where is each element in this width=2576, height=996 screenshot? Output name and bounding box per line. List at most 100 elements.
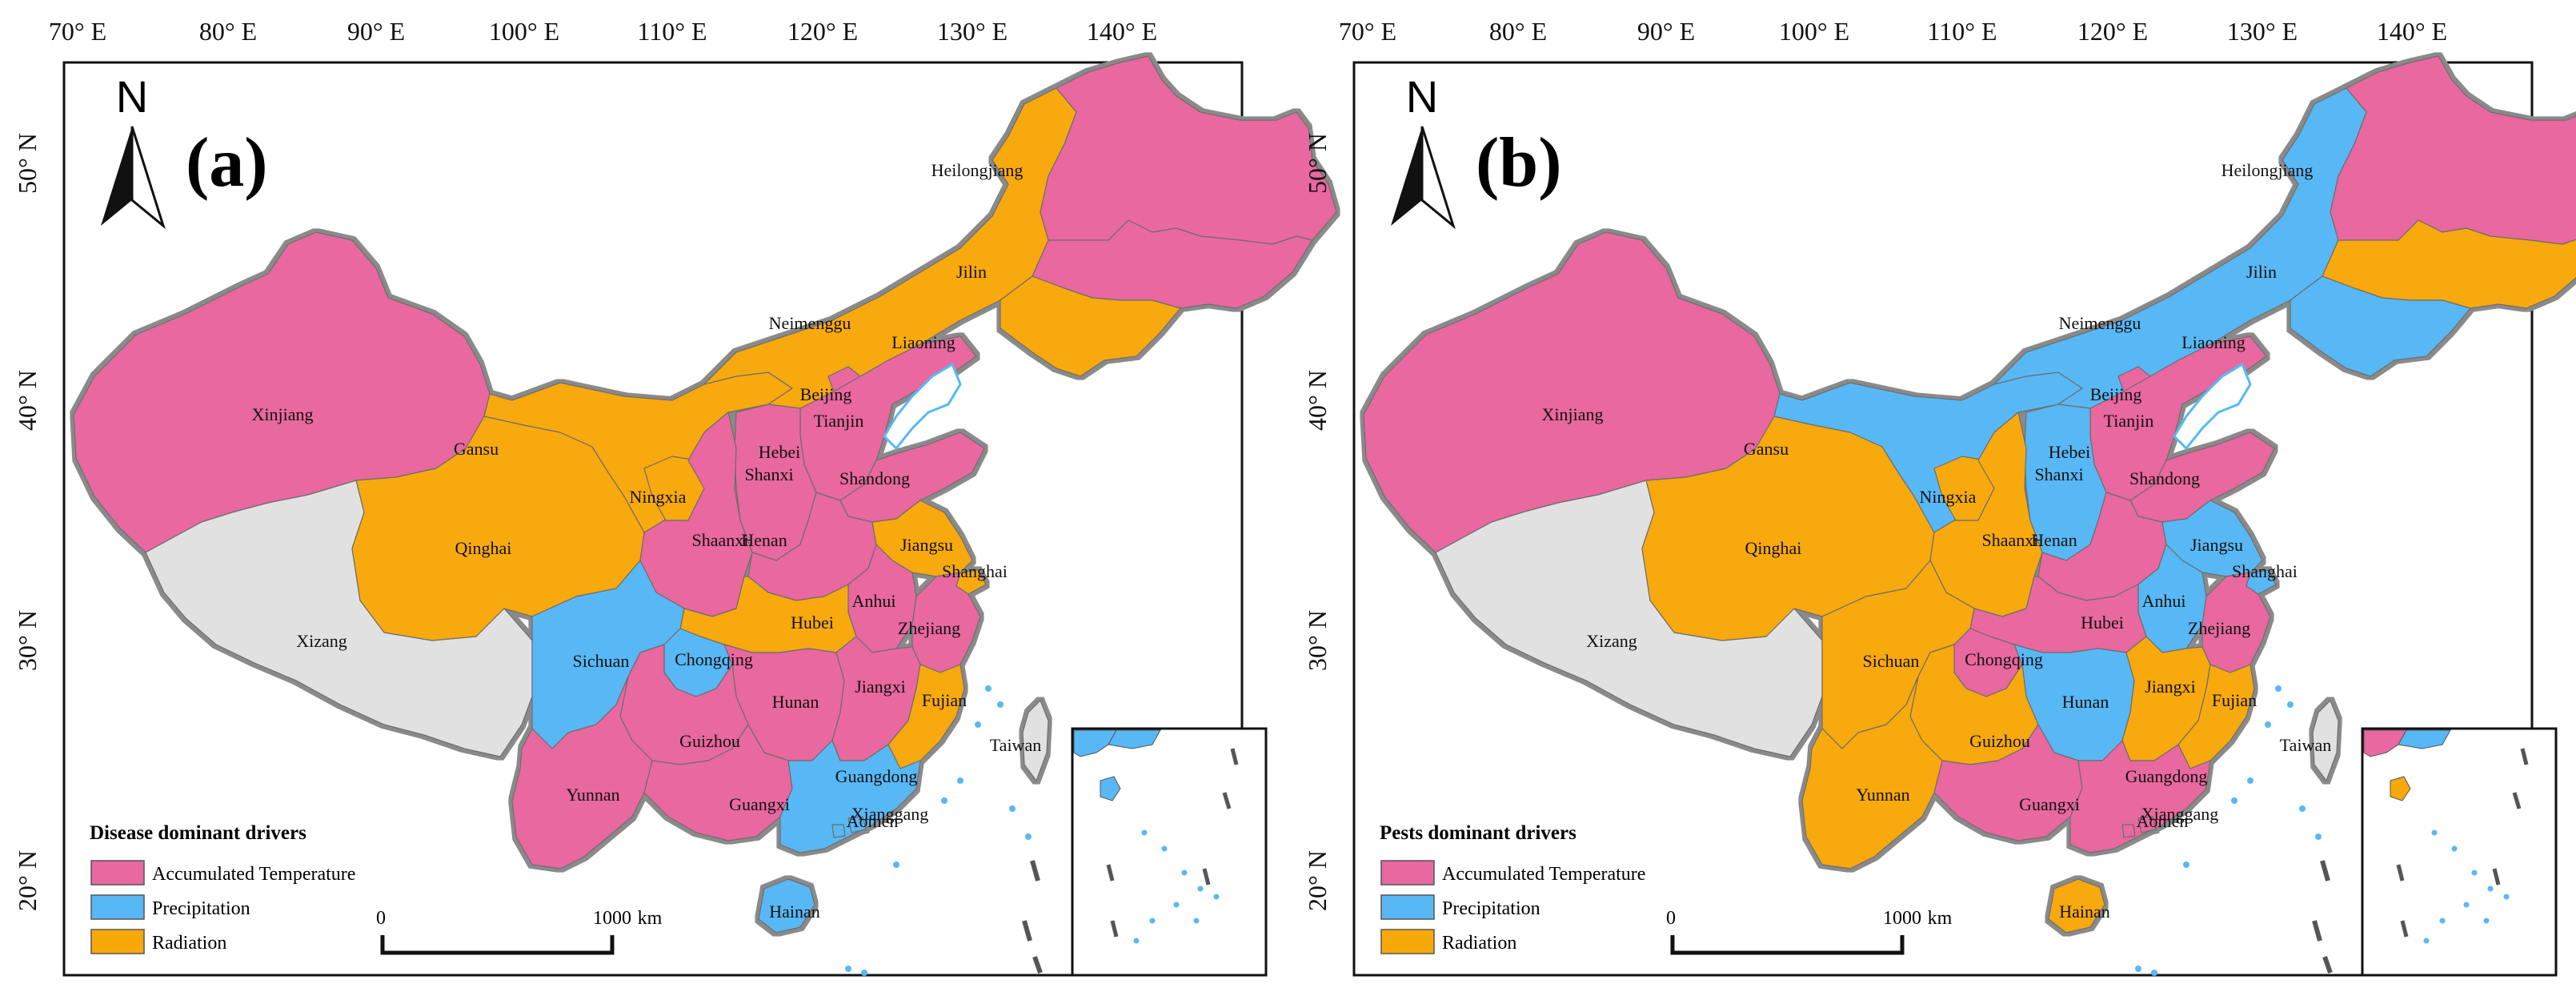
province-label-zhejiang: Zhejiang: [898, 618, 960, 638]
south-china-sea-inset: [2361, 727, 2558, 977]
legend-swatch-prec: [1380, 894, 1435, 920]
province-label-neimenggu: Neimenggu: [2059, 313, 2141, 333]
province-guangdong: [2069, 740, 2211, 853]
province-label-sichuan: Sichuan: [573, 651, 630, 671]
legend: Pests dominant drivers Accumulated Temper…: [1380, 822, 1645, 954]
province-label-jiangsu: Jiangsu: [2190, 535, 2243, 555]
province-label-gansu: Gansu: [454, 439, 499, 459]
province-label-chongqing: Chongqing: [1965, 649, 2043, 669]
coastal-islands: [2135, 685, 2322, 976]
province-taiwan: [2312, 700, 2339, 781]
province-label-guangdong: Guangdong: [835, 766, 918, 786]
province-label-hainan: Hainan: [769, 902, 820, 922]
province-label-jiangxi: Jiangxi: [855, 677, 906, 697]
longitude-label: 110° E: [1927, 17, 1997, 46]
longitude-label: 110° E: [637, 17, 707, 46]
province-label-guangdong: Guangdong: [2125, 766, 2208, 786]
province-label-henan: Henan: [741, 530, 787, 550]
province-label-chongqing: Chongqing: [675, 649, 753, 669]
legend-title: Pests dominant drivers: [1380, 822, 1576, 844]
panel-label: (b): [1476, 124, 1562, 202]
latitude-label: 20° N: [1303, 850, 1332, 911]
legend-label-prec: Precipitation: [152, 898, 250, 919]
province-label-hubei: Hubei: [2081, 612, 2124, 633]
scale-bar: 0 1000 km: [376, 908, 663, 955]
latitude-label: 50° N: [1303, 133, 1332, 194]
north-arrow: N: [1391, 71, 1456, 230]
north-arrow-label: N: [1406, 71, 1438, 122]
province-label-yunnan: Yunnan: [1856, 785, 1909, 805]
province-label-taiwan: Taiwan: [2280, 735, 2331, 755]
longitude-label: 70° E: [1339, 17, 1396, 46]
province-label-liaoning: Liaoning: [2181, 332, 2245, 352]
latitude-label: 50° N: [13, 133, 42, 194]
longitude-label: 130° E: [937, 17, 1008, 46]
province-label-beijing: Beijing: [2090, 384, 2142, 404]
province-heilongjiang: [2330, 55, 2576, 245]
province-label-hunan: Hunan: [772, 692, 819, 712]
province-fujian: [887, 664, 965, 769]
province-label-anhui: Anhui: [852, 591, 896, 611]
province-hainan: [2048, 878, 2105, 934]
province-label-shaanxi: Shaanxi: [1982, 530, 2039, 550]
province-label-taiwan: Taiwan: [990, 735, 1041, 755]
latitude-label: 20° N: [13, 850, 42, 911]
province-xianggang: [847, 816, 867, 833]
legend-swatch-rad: [90, 929, 145, 954]
scale-unit: km: [1928, 908, 1953, 929]
province-label-shanghai: Shanghai: [942, 561, 1008, 581]
province-aomen: [831, 824, 846, 838]
province-label-xianggang: Xianggang: [851, 804, 929, 824]
province-fujian: [2177, 664, 2255, 769]
province-label-shanxi: Shanxi: [744, 464, 793, 484]
province-label-heilongjiang: Heilongjiang: [931, 160, 1024, 180]
province-label-hebei: Hebei: [759, 442, 801, 462]
scale-end: 1000: [593, 908, 631, 929]
province-label-guizhou: Guizhou: [679, 731, 740, 751]
province-label-beijing: Beijing: [800, 384, 852, 404]
province-label-xinjiang: Xinjiang: [252, 404, 314, 424]
province-label-zhejiang: Zhejiang: [2188, 618, 2250, 638]
north-arrow-label: N: [116, 71, 148, 122]
province-label-fujian: Fujian: [2212, 690, 2257, 710]
province-label-ningxia: Ningxia: [630, 487, 687, 507]
province-label-jiangsu: Jiangsu: [900, 535, 953, 555]
boundary-dashes: [2312, 860, 2333, 974]
province-label-jilin: Jilin: [956, 262, 987, 282]
province-label-ningxia: Ningxia: [1920, 487, 1977, 507]
legend: Disease dominant drivers Accumulated Temp…: [90, 822, 355, 954]
legend-swatch-temp: [90, 860, 145, 886]
province-label-xizang: Xizang: [1586, 631, 1637, 651]
province-label-guizhou: Guizhou: [1969, 731, 2030, 751]
province-label-guangxi: Guangxi: [729, 794, 790, 814]
bohai-sea: [883, 362, 962, 451]
scale-end: 1000: [1883, 908, 1921, 929]
province-label-fujian: Fujian: [922, 690, 967, 710]
province-label-neimenggu: Neimenggu: [769, 313, 851, 333]
bohai-sea: [2173, 362, 2252, 451]
province-label-heilongjiang: Heilongjiang: [2221, 160, 2314, 180]
province-label-shanxi: Shanxi: [2034, 464, 2083, 484]
longitude-label: 80° E: [1489, 17, 1547, 46]
province-label-hainan: Hainan: [2059, 902, 2110, 922]
legend-label-temp: Accumulated Temperature: [152, 864, 355, 885]
longitude-label: 120° E: [787, 17, 858, 46]
longitude-label: 140° E: [2377, 17, 2447, 46]
province-label-shandong: Shandong: [839, 468, 910, 488]
province-label-xinjiang: Xinjiang: [1542, 404, 1604, 424]
legend-label-rad: Radiation: [152, 933, 226, 954]
province-label-shandong: Shandong: [2129, 468, 2200, 488]
province-label-guangxi: Guangxi: [2019, 794, 2080, 814]
coastal-islands: [845, 685, 1032, 976]
scale-bar: 0 1000 km: [1666, 908, 1953, 955]
legend-swatch-temp: [1380, 860, 1435, 886]
province-label-tianjin: Tianjin: [2104, 411, 2154, 431]
latitude-label: 30° N: [13, 610, 42, 671]
legend-label-prec: Precipitation: [1442, 898, 1540, 919]
province-label-hubei: Hubei: [791, 612, 834, 633]
longitude-label: 90° E: [1637, 17, 1695, 46]
province-liaoning: [2290, 275, 2471, 377]
province-aomen: [2121, 824, 2136, 838]
latitude-label: 40° N: [13, 370, 42, 431]
province-label-liaoning: Liaoning: [891, 332, 955, 352]
